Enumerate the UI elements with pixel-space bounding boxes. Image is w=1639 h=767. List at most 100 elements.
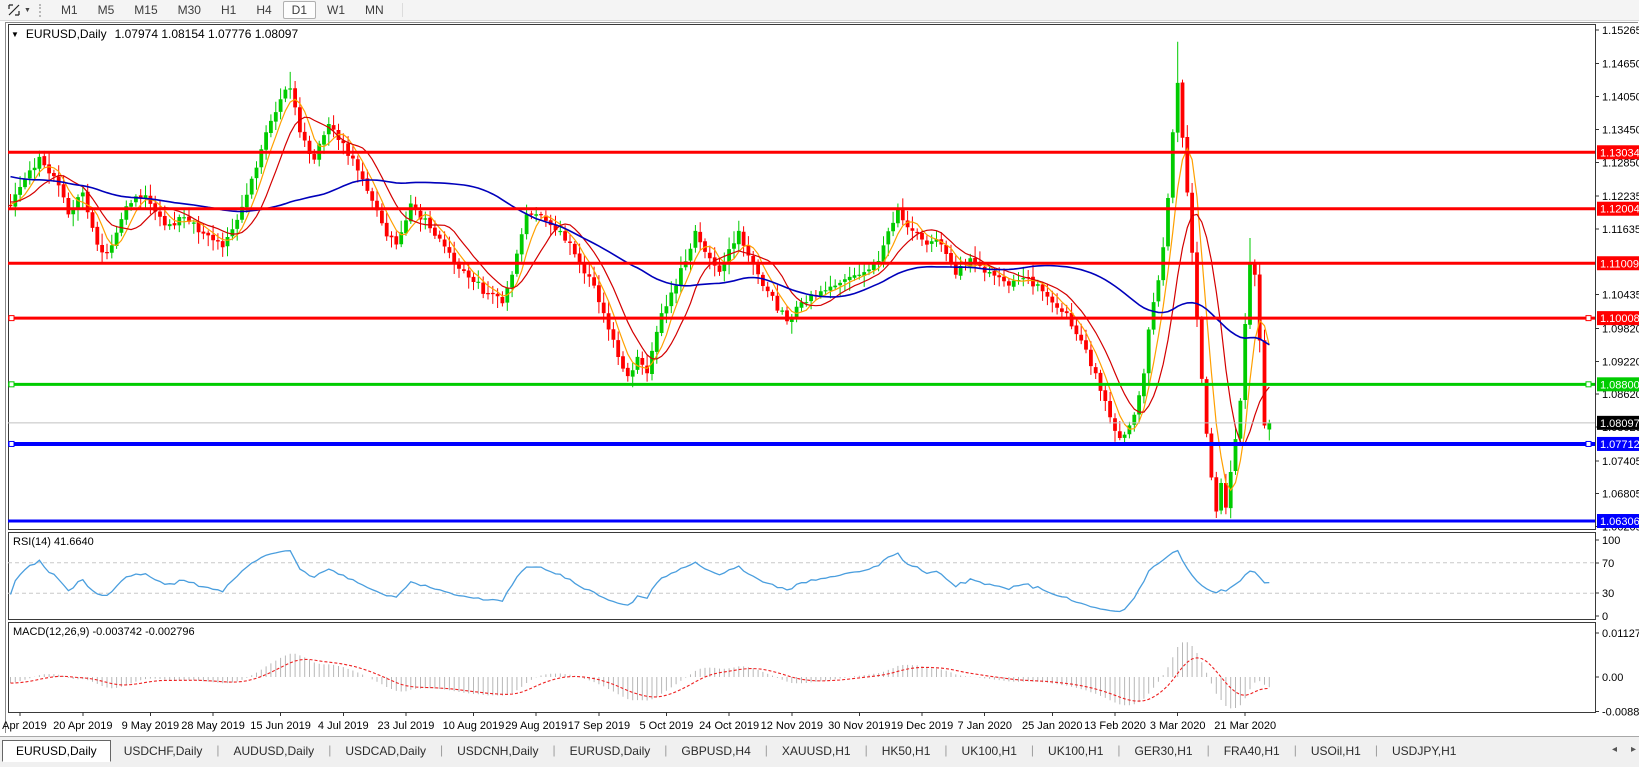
timeframe-button-m30[interactable]: M30	[177, 3, 201, 17]
date-tick-label: 19 Dec 2019	[891, 720, 953, 732]
price-tick-label: 1.09820	[1602, 323, 1639, 335]
macd-tick-label: -0.008845	[1602, 706, 1639, 718]
date-tick-label: 3 Mar 2020	[1150, 720, 1206, 732]
tab-divider: |	[1030, 743, 1035, 757]
tool-dropdown-caret-icon[interactable]: ▼	[24, 6, 31, 14]
timeframe-buttons: M1 M5 M15 M30 H1 H4 D1 W1 MN	[51, 1, 394, 19]
chart-symbol-label: EURUSD,Daily	[25, 27, 107, 41]
ma-fast-line	[10, 98, 1270, 492]
chart-tabbar: EURUSD,Daily USDCHF,Daily | AUDUSD,Daily | US…	[0, 736, 1639, 767]
tab-divider: |	[1293, 743, 1297, 757]
hline-handle-left[interactable]	[8, 440, 15, 447]
hline-price-badge-label: 1.12004	[1600, 204, 1639, 216]
hline-price-badge	[1597, 377, 1639, 392]
macd-axis: 0.011277 0.00 -0.008845	[1595, 628, 1639, 718]
macd-signal-line	[10, 657, 1270, 702]
macd-tick-label: 0.011277	[1602, 628, 1639, 640]
timeframe-button-h4[interactable]: H4	[256, 3, 272, 17]
date-tick-label: 12 Nov 2019	[761, 720, 823, 732]
crosshair-tool-glyph	[8, 4, 20, 16]
price-tick-label: 1.10435	[1602, 290, 1639, 302]
hline-handle-left[interactable]	[8, 381, 15, 388]
tab-divider: |	[764, 743, 768, 757]
timeframe-button-m1[interactable]: M1	[60, 3, 78, 17]
chart-tab-fra40-h1[interactable]: FRA40,H1	[1223, 744, 1280, 758]
rsi-tick-label: 70	[1602, 558, 1614, 570]
toolbar-separator	[401, 3, 403, 17]
chart-tab-usdcnh-daily[interactable]: USDCNH,Daily	[457, 744, 539, 758]
price-tick-label: 1.14650	[1602, 59, 1639, 71]
date-tick-label: 28 May 2019	[181, 720, 245, 732]
tab-scroll-left-icon[interactable]: ◂	[1611, 744, 1617, 755]
tab-divider: |	[216, 743, 220, 757]
current-price-badge	[1597, 415, 1639, 430]
macd-pane[interactable]	[8, 622, 1596, 713]
crosshair-tool-icon[interactable]	[5, 2, 23, 18]
current-price-badge-label: 1.08097	[1600, 418, 1639, 430]
chart-tab-gbpusd-h4[interactable]: GBPUSD,H4	[681, 744, 751, 758]
symbol-dropdown-icon[interactable]: ▼	[11, 29, 19, 39]
date-tick-label: 20 Apr 2019	[53, 720, 112, 732]
macd-tick-label: 0.00	[1602, 672, 1623, 684]
pane-resize-divider[interactable]	[8, 529, 1595, 532]
tab-divider: |	[664, 743, 668, 757]
chart-tabs: EURUSD,Daily USDCHF,Daily | AUDUSD,Daily | US…	[2, 740, 1469, 762]
chart-tab-ger30-h1[interactable]: GER30,H1	[1134, 744, 1193, 758]
rsi-tick-label: 100	[1602, 535, 1620, 547]
date-tick-label: 2 Apr 2019	[0, 720, 47, 732]
date-tick-label: 7 Jan 2020	[958, 720, 1012, 732]
hline-handle-left[interactable]	[8, 315, 15, 322]
chart-tab-hk50-h1[interactable]: HK50,H1	[881, 744, 931, 758]
chart-tab-uk100-h1[interactable]: UK100,H1	[961, 744, 1017, 758]
tab-divider: |	[864, 743, 868, 757]
timeframe-button-w1[interactable]: W1	[327, 3, 345, 17]
price-tick-label: 1.12235	[1602, 191, 1639, 203]
chart-tab-eurusd-daily[interactable]: EURUSD,Daily	[569, 744, 651, 758]
chart-tab-usdchf-daily[interactable]: USDCHF,Daily	[123, 744, 203, 758]
price-axis: 1.15265 1.14650 1.14050 1.13450 1.12850 1.122…	[1595, 25, 1639, 534]
price-tick-label: 1.15265	[1602, 25, 1639, 37]
date-tick-label: 5 Oct 2019	[640, 720, 694, 732]
price-tick-label: 1.08620	[1602, 389, 1639, 401]
price-tick-label: 1.07405	[1602, 456, 1639, 468]
pane-resize-divider[interactable]	[8, 619, 1595, 622]
chart-tab-usoil-h1[interactable]: USOil,H1	[1310, 744, 1361, 758]
timeframe-button-mn[interactable]: MN	[365, 3, 384, 17]
tab-divider: |	[944, 743, 948, 757]
chart-tab-xauusd-h1[interactable]: XAUUSD,H1	[781, 744, 851, 758]
hline-handle-right[interactable]	[1585, 440, 1592, 447]
hline-price-badge-label: 1.10008	[1600, 313, 1639, 325]
chart-tab-uk100-h1[interactable]: UK100,H1	[1048, 744, 1104, 758]
price-tick-label: 1.06805	[1602, 489, 1639, 501]
price-tick-label: 1.11635	[1602, 224, 1639, 236]
hline-price-badge	[1597, 514, 1639, 529]
hline-handle-right[interactable]	[1585, 381, 1592, 388]
tab-divider: |	[1206, 743, 1210, 757]
main-price-pane[interactable]	[8, 24, 1596, 530]
date-tick-label: 29 Aug 2019	[505, 720, 567, 732]
chart-tab-audusd-daily[interactable]: AUDUSD,Daily	[233, 744, 315, 758]
hline-price-badge-label: 1.13034	[1600, 147, 1639, 159]
rsi-pane[interactable]	[8, 532, 1596, 620]
date-tick-label: 10 Aug 2019	[443, 720, 505, 732]
hline-price-badge	[1597, 201, 1639, 216]
chart-canvas[interactable]: 1.15265 1.14650 1.14050 1.13450 1.12850 1.122…	[0, 0, 1639, 736]
date-tick-label: 13 Feb 2020	[1084, 720, 1146, 732]
timeframe-button-h1[interactable]: H1	[220, 3, 237, 17]
toolbar-grip[interactable]	[38, 3, 44, 17]
chart-tab-eurusd-daily[interactable]: EURUSD,Daily	[2, 740, 111, 762]
date-tick-label: 17 Sep 2019	[568, 720, 630, 732]
timeframe-button-d1[interactable]: D1	[282, 1, 316, 19]
macd-histogram	[10, 642, 1270, 709]
timeframe-button-m5[interactable]: M5	[97, 3, 115, 17]
chart-tab-usdjpy-h1[interactable]: USDJPY,H1	[1391, 744, 1457, 758]
date-tick-label: 9 May 2019	[122, 720, 179, 732]
rsi-line	[9, 549, 1270, 613]
hline-price-badge	[1597, 436, 1639, 451]
chart-tab-usdcad-daily[interactable]: USDCAD,Daily	[345, 744, 426, 758]
hline-handle-right[interactable]	[1585, 315, 1592, 322]
timeframe-button-m15[interactable]: M15	[134, 3, 158, 17]
chart-ohlc-values: 1.07974 1.08154 1.07776 1.08097	[114, 27, 299, 41]
date-tick-label: 25 Jan 2020	[1022, 720, 1083, 732]
tab-scroll-right-icon[interactable]: ▸	[1630, 744, 1636, 755]
